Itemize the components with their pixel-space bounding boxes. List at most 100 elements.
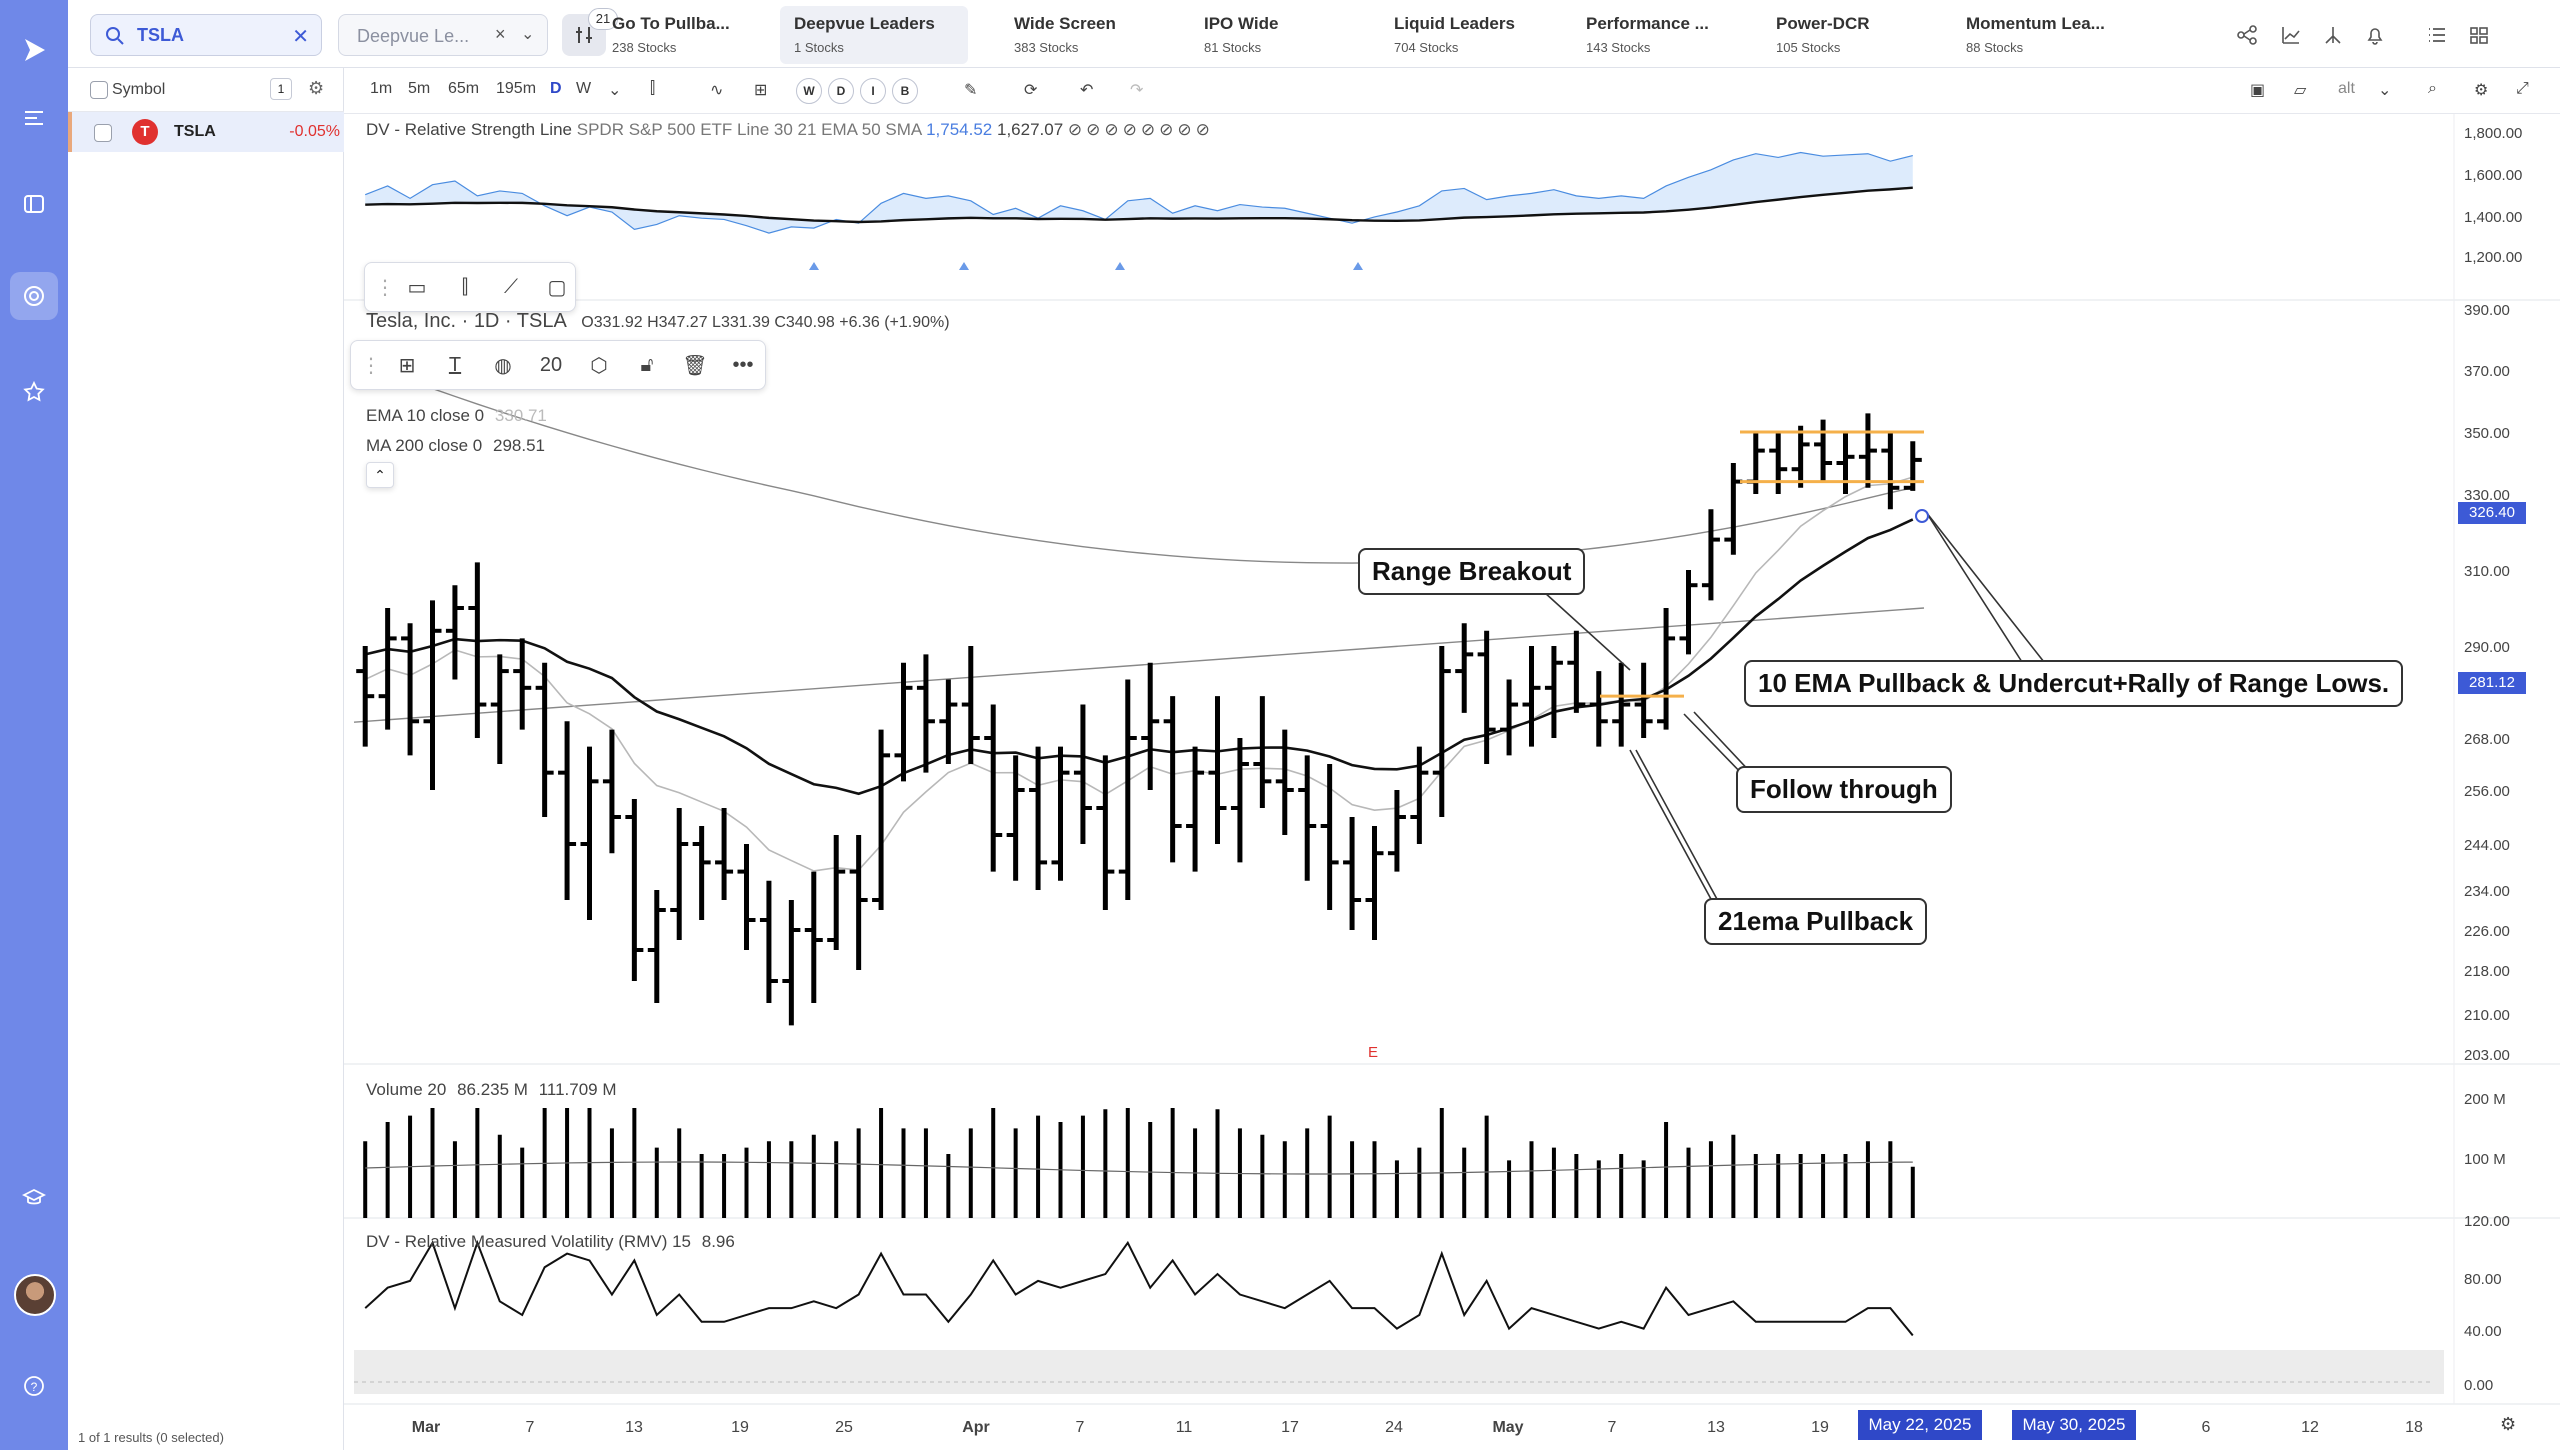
chevron-down-icon[interactable]: ⌄ [2378,82,2392,99]
settings-icon[interactable]: ⬡ [590,354,608,377]
learn-icon[interactable] [10,1174,58,1222]
watchlist-tab-6[interactable]: Power-DCR 105 Stocks [1762,6,1942,64]
ma-value: 298.51 [492,436,545,455]
rs-axis-label: 1,800.00 [2464,125,2522,142]
annotation-21ema-pullback[interactable]: 21ema Pullback [1704,898,1928,945]
layout-icon[interactable]: ▣ [2250,82,2266,99]
scanner-icon[interactable] [2316,18,2350,52]
fill-color-icon[interactable]: ◍ [494,354,512,377]
interval-195m[interactable]: 195m [496,80,537,97]
watchlist-tab-2[interactable]: Wide Screen 383 Stocks [1000,6,1180,64]
star-icon[interactable] [10,368,58,416]
trash-icon[interactable]: 🗑︎ [682,354,708,377]
rmv-label: DV - Relative Measured Volatility (RMV) … [366,1232,735,1252]
row-checkbox[interactable] [94,124,112,142]
search-input[interactable]: TSLA ✕ [90,14,322,56]
watchlist-tab-0[interactable]: Go To Pullba... 238 Stocks [598,6,778,64]
volume-axis-label: 200 M [2464,1091,2506,1108]
bell-icon[interactable] [2358,18,2392,52]
price-chart[interactable]: 390.00 370.00 350.00 330.00 310.00 290.00 268.… [344,114,2560,1450]
compare-b[interactable]: B [892,78,918,104]
gear-icon[interactable]: ⚙ [2500,1414,2517,1434]
bar-type-icon[interactable]: ⫿ [650,80,656,97]
fullscreen-icon[interactable]: ⤢ [2516,80,2529,97]
add-template-icon[interactable]: ⊞ [398,354,416,377]
interval-w[interactable]: W [576,80,592,97]
chart-area[interactable]: 390.00 370.00 350.00 330.00 310.00 290.00 268.… [344,114,2560,1450]
indicators-icon[interactable]: ∿ [710,82,724,99]
eraser-icon[interactable]: ✎ [964,82,978,99]
earnings-marker[interactable]: E [1368,1044,1379,1061]
drag-handle-icon[interactable]: ⋮ [361,354,381,377]
gear-icon[interactable]: ⚙ [2474,82,2489,99]
compare-d[interactable]: D [828,78,854,104]
play-icon[interactable] [10,26,58,74]
interval-65m[interactable]: 65m [448,80,480,97]
undo-icon[interactable]: ↶ [1080,82,1094,99]
compare-w[interactable]: W [796,78,822,104]
target-icon[interactable] [10,272,58,320]
layout-icon[interactable] [10,180,58,228]
alt-label[interactable]: alt [2338,80,2355,97]
interval-d[interactable]: D [550,80,562,97]
watchlist-tab-5[interactable]: Performance ... 143 Stocks [1572,6,1752,64]
list-item[interactable]: T TSLA -0.05% [68,112,344,152]
rs-label: DV - Relative Strength Line [366,120,572,139]
list-view-icon[interactable] [2420,18,2454,52]
watchlist-tab-4[interactable]: Liquid Leaders 704 Stocks [1380,6,1570,64]
watchlist-tab-3[interactable]: IPO Wide 81 Stocks [1190,6,1370,64]
drag-handle-icon[interactable]: ⋮ [375,276,395,299]
rs-value-2: 1,627.07 [996,120,1064,139]
annotation-range-breakout[interactable]: Range Breakout [1358,548,1586,595]
rectangle-tool-icon[interactable]: ▭ [407,276,427,299]
clear-search-icon[interactable]: ✕ [292,26,309,48]
comment-tool-icon[interactable]: ▢ [547,276,567,299]
rs-new-high-marker [1353,262,1363,270]
chevron-down-icon[interactable]: ⌄ [521,26,535,43]
line-tool-icon[interactable]: ⟋ [504,275,518,298]
sliders-icon [576,27,592,43]
menu-icon[interactable] [10,94,58,142]
watchlist-tab-count: 704 Stocks [1394,40,1459,55]
help-icon[interactable]: ? [10,1362,58,1410]
rs-settings-icons[interactable]: ⊘⊘⊘⊘⊘⊘⊘⊘ [1067,120,1214,139]
select-all-checkbox[interactable] [90,81,108,99]
refresh-icon[interactable]: ⟳ [1024,82,1038,99]
watchlist-tab-count: 1 Stocks [794,40,844,55]
drawing-anchor-point [1915,509,1929,523]
annotation-ema-pullback[interactable]: 10 EMA Pullback & Undercut+Rally of Rang… [1744,660,2404,707]
folder-icon[interactable]: ▱ [2294,82,2307,99]
grid-view-icon[interactable] [2462,18,2496,52]
price-tag-current: 326.40 [2458,502,2526,524]
watchlist-tab-7[interactable]: Momentum Lea... 88 Stocks [1952,6,2142,64]
volume-axis-label: 120.00 [2464,1213,2510,1230]
volume-axis-label: 100 M [2464,1151,2506,1168]
annotation-follow-through[interactable]: Follow through [1736,766,1952,813]
compare-i[interactable]: I [860,78,886,104]
collapse-legend-button[interactable]: ⌃ [366,462,394,488]
watchlist-tab-name: IPO Wide [1204,14,1279,33]
line-chart-icon[interactable] [2274,18,2308,52]
text-color-icon[interactable]: T [448,353,462,376]
avatar[interactable] [14,1274,56,1316]
share-icon[interactable] [2230,18,2264,52]
templates-icon[interactable]: ⊞ [754,82,768,99]
rmv-line [364,1239,1914,1337]
bar-tool-icon[interactable]: ⫿ [461,275,469,298]
watchlist-tab-1[interactable]: Deepvue Leaders 1 Stocks [780,6,968,64]
interval-5m[interactable]: 5m [408,80,431,97]
redo-icon[interactable]: ↷ [1130,82,1144,99]
interval-1m[interactable]: 1m [370,80,393,97]
watchlist-tab-name: Go To Pullba... [612,14,730,33]
lock-icon[interactable]: 🔓︎ [640,353,654,376]
chevron-down-icon[interactable]: ⌄ [608,82,622,99]
date-tag-2: May 30, 2025 [2012,1410,2136,1440]
list-select[interactable]: Deepvue Le... × ⌄ [338,14,548,56]
zoom-icon[interactable]: ⌕ [2428,80,2437,97]
clear-list-icon[interactable]: × [495,24,506,44]
more-icon[interactable]: ••• [732,353,754,376]
price-axis-label: 370.00 [2464,363,2510,380]
font-size-value[interactable]: 20 [539,353,563,376]
ema-value: 330.71 [494,406,547,425]
gear-icon[interactable]: ⚙ [308,78,325,98]
